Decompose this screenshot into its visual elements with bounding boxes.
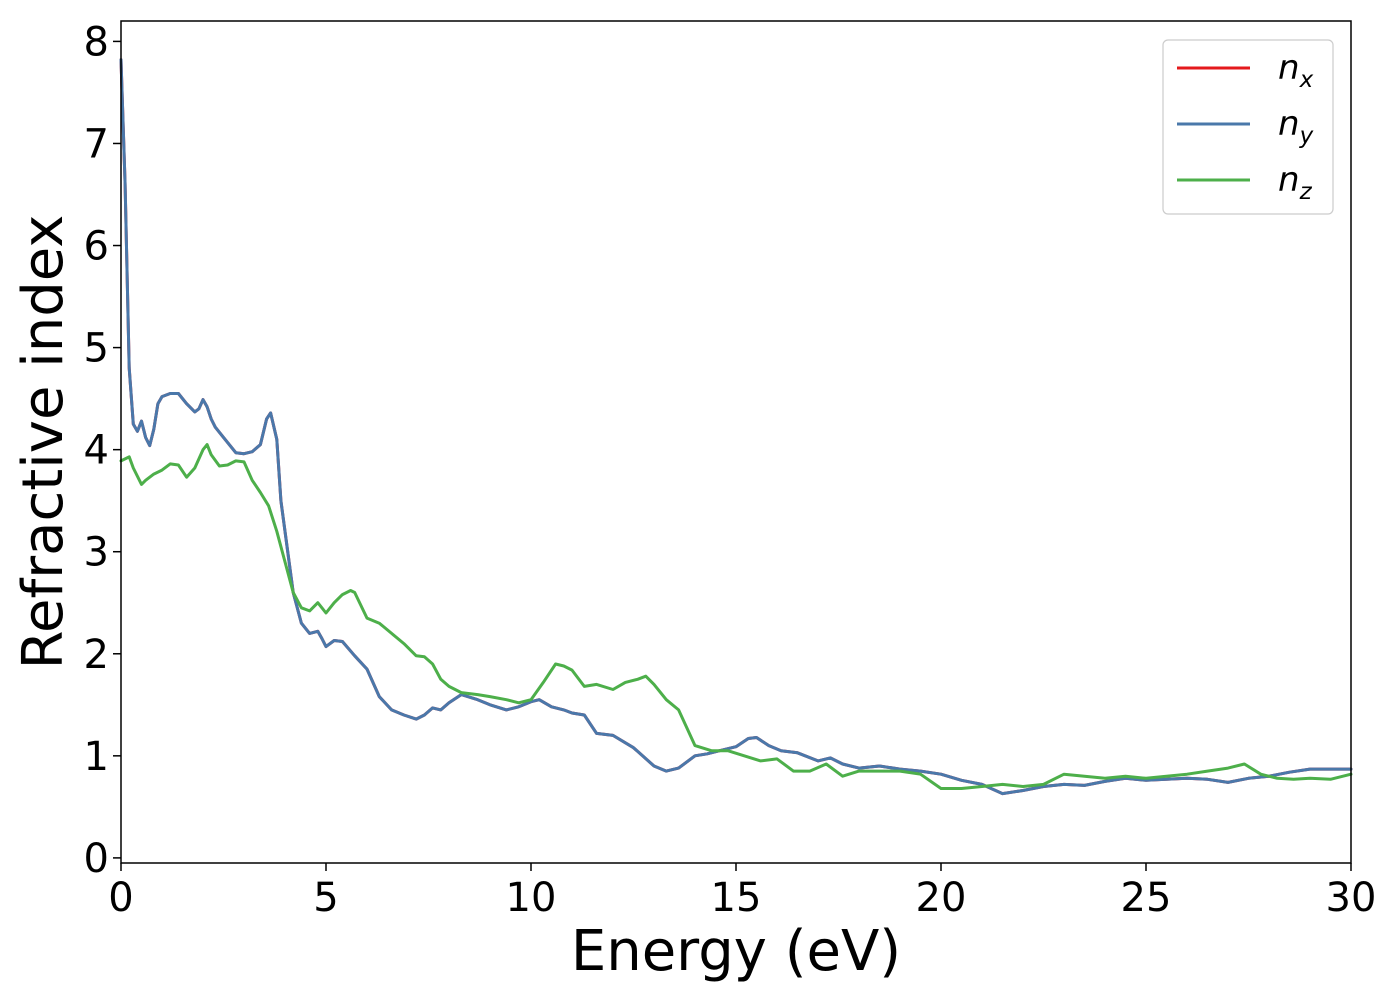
y-axis-title: Refractive index xyxy=(11,215,76,670)
y-tick-label: 1 xyxy=(84,734,109,780)
x-tick-label: 30 xyxy=(1326,875,1377,921)
x-tick-label: 5 xyxy=(313,875,338,921)
y-tick-label: 3 xyxy=(84,530,109,576)
x-tick-label: 0 xyxy=(108,875,133,921)
y-tick-label: 5 xyxy=(84,326,109,372)
y-tick-label: 2 xyxy=(84,632,109,678)
y-tick-label: 8 xyxy=(84,19,109,65)
y-tick-label: 4 xyxy=(84,428,109,474)
legend-label-nz: nz xyxy=(1278,160,1313,205)
y-axis-ticks: 0 1 2 3 4 5 6 7 8 xyxy=(84,19,121,882)
y-tick-label: 6 xyxy=(84,224,109,270)
x-axis-ticks: 0 5 10 15 20 25 30 xyxy=(108,863,1376,921)
y-tick-label: 0 xyxy=(84,836,109,882)
legend-label-ny: ny xyxy=(1278,104,1314,149)
x-tick-label: 10 xyxy=(506,875,557,921)
series-line-nz xyxy=(119,443,1353,790)
legend: nx ny nz xyxy=(1162,39,1334,215)
x-tick-label: 25 xyxy=(1121,875,1172,921)
y-tick-label: 7 xyxy=(84,121,109,167)
x-tick-label: 15 xyxy=(711,875,762,921)
x-tick-label: 20 xyxy=(916,875,967,921)
x-axis-title: Energy (eV) xyxy=(571,919,901,984)
legend-box xyxy=(1162,39,1334,215)
series-line-ny xyxy=(119,58,1353,796)
legend-label-nx: nx xyxy=(1278,48,1314,93)
series-layer xyxy=(119,58,1353,796)
